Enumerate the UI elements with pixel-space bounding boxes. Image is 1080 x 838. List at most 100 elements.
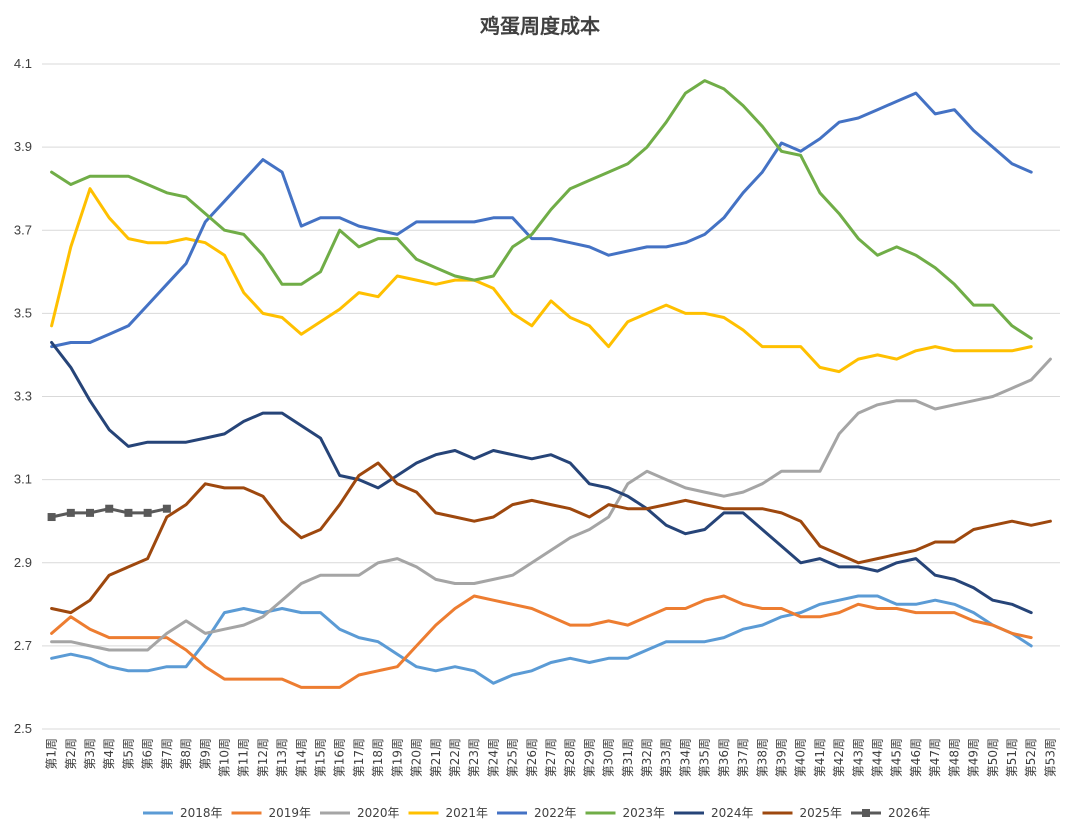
x-tick-label: 第48周 [947, 738, 961, 777]
data-point [124, 508, 133, 517]
legend-item: 2019年 [231, 806, 311, 820]
series-line [50, 91, 1033, 349]
x-tick-label: 第33周 [659, 738, 673, 777]
x-tick-label: 第32周 [640, 738, 654, 777]
series-line [50, 357, 1052, 652]
series-2025年 [50, 461, 1052, 615]
y-tick-label: 3.7 [14, 222, 32, 237]
series-2023年 [50, 79, 1033, 340]
y-tick-label: 3.3 [14, 389, 32, 404]
x-tick-label: 第41周 [813, 738, 827, 777]
series-2026年 [47, 504, 171, 522]
y-tick-label: 3.9 [14, 139, 32, 154]
x-tick-label: 第50周 [986, 738, 1000, 777]
x-tick-label: 第38周 [755, 738, 769, 777]
x-tick-label: 第36周 [717, 738, 731, 777]
x-tick-label: 第6周 [141, 738, 155, 770]
x-tick-label: 第23周 [467, 738, 481, 777]
legend-item: 2021年 [408, 806, 489, 820]
x-tick-label: 第31周 [621, 738, 635, 777]
legend-marker [862, 809, 870, 817]
x-tick-label: 第40周 [794, 738, 808, 777]
series-line [50, 594, 1033, 689]
x-tick-label: 第35周 [698, 738, 712, 777]
x-tick-label: 第2周 [64, 738, 78, 770]
series-2018年 [50, 594, 1033, 685]
x-tick-label: 第43周 [851, 738, 865, 777]
series-2024年 [50, 341, 1033, 615]
y-tick-label: 4.1 [14, 56, 32, 71]
gridlines [42, 63, 1060, 730]
legend-label: 2026年 [888, 806, 931, 820]
series-2020年 [50, 357, 1052, 652]
x-tick-label: 第51周 [1005, 738, 1019, 777]
y-tick-label: 2.7 [14, 638, 32, 653]
x-tick-label: 第17周 [352, 738, 366, 777]
x-tick-label: 第28周 [563, 738, 577, 777]
data-point [143, 508, 152, 517]
x-tick-label: 第14周 [294, 738, 308, 777]
legend-label: 2025年 [800, 806, 843, 820]
x-tick-label: 第7周 [160, 738, 174, 770]
series-line [50, 341, 1033, 615]
data-point [105, 504, 114, 513]
series-2019年 [50, 594, 1033, 689]
x-tick-label: 第30周 [602, 738, 616, 777]
x-tick-label: 第25周 [506, 738, 520, 777]
x-tick-label: 第10周 [217, 738, 231, 777]
series-2022年 [50, 91, 1033, 349]
x-tick-label: 第44周 [871, 738, 885, 777]
x-tick-label: 第9周 [198, 738, 212, 770]
x-tick-label: 第19周 [390, 738, 404, 777]
x-tick-label: 第20周 [410, 738, 424, 777]
x-tick-label: 第27周 [544, 738, 558, 777]
legend-item: 2020年 [320, 806, 400, 820]
x-tick-label: 第8周 [179, 738, 193, 770]
x-tick-label: 第5周 [121, 738, 135, 770]
x-tick-label: 第24周 [486, 738, 500, 777]
legend-item: 2025年 [762, 806, 843, 820]
x-tick-label: 第52周 [1024, 738, 1038, 777]
legend: 2018年 2019年 2020年 2021年 2022年 2023年 2024年 2025年… [143, 806, 931, 820]
legend-label: 2024年 [711, 806, 754, 820]
x-tick-label: 第3周 [83, 738, 97, 770]
x-tick-label: 第39周 [774, 738, 788, 777]
legend-label: 2021年 [446, 806, 489, 820]
legend-item: 2023年 [585, 806, 666, 820]
data-point [47, 513, 56, 522]
x-tick-label: 第53周 [1043, 738, 1057, 777]
x-tick-label: 第1周 [45, 738, 59, 770]
x-tick-label: 第12周 [256, 738, 270, 777]
y-tick-label: 2.9 [14, 555, 32, 570]
data-point [66, 508, 75, 517]
x-tick-label: 第47周 [928, 738, 942, 777]
series-line [50, 461, 1052, 615]
x-tick-label: 第26周 [525, 738, 539, 777]
x-tick-label: 第22周 [448, 738, 462, 777]
series-2021年 [50, 187, 1033, 374]
legend-label: 2023年 [623, 806, 666, 820]
legend-item: 2026年 [851, 806, 931, 820]
x-tick-label: 第46周 [909, 738, 923, 777]
x-tick-label: 第37周 [736, 738, 750, 777]
x-tick-label: 第15周 [314, 738, 328, 777]
legend-item: 2018年 [143, 806, 223, 820]
legend-item: 2022年 [497, 806, 577, 820]
x-axis-ticks: 第1周 第2周 第3周 第4周 第5周 第6周 第7周 第8周 第9周 第10周 第11周 第12周第… [45, 738, 1058, 777]
x-tick-label: 第4周 [102, 738, 116, 770]
y-tick-label: 3.5 [14, 305, 32, 320]
x-tick-label: 第16周 [333, 738, 347, 777]
x-tick-label: 第49周 [967, 738, 981, 777]
x-tick-label: 第18周 [371, 738, 385, 777]
y-tick-label: 3.1 [14, 472, 32, 487]
series-line [50, 187, 1033, 374]
legend-label: 2022年 [534, 806, 577, 820]
x-tick-label: 第21周 [429, 738, 443, 777]
data-point [162, 504, 171, 513]
x-tick-label: 第13周 [275, 738, 289, 777]
x-tick-label: 第29周 [582, 738, 596, 777]
x-tick-label: 第34周 [678, 738, 692, 777]
series-line [50, 79, 1033, 340]
legend-label: 2018年 [180, 806, 223, 820]
